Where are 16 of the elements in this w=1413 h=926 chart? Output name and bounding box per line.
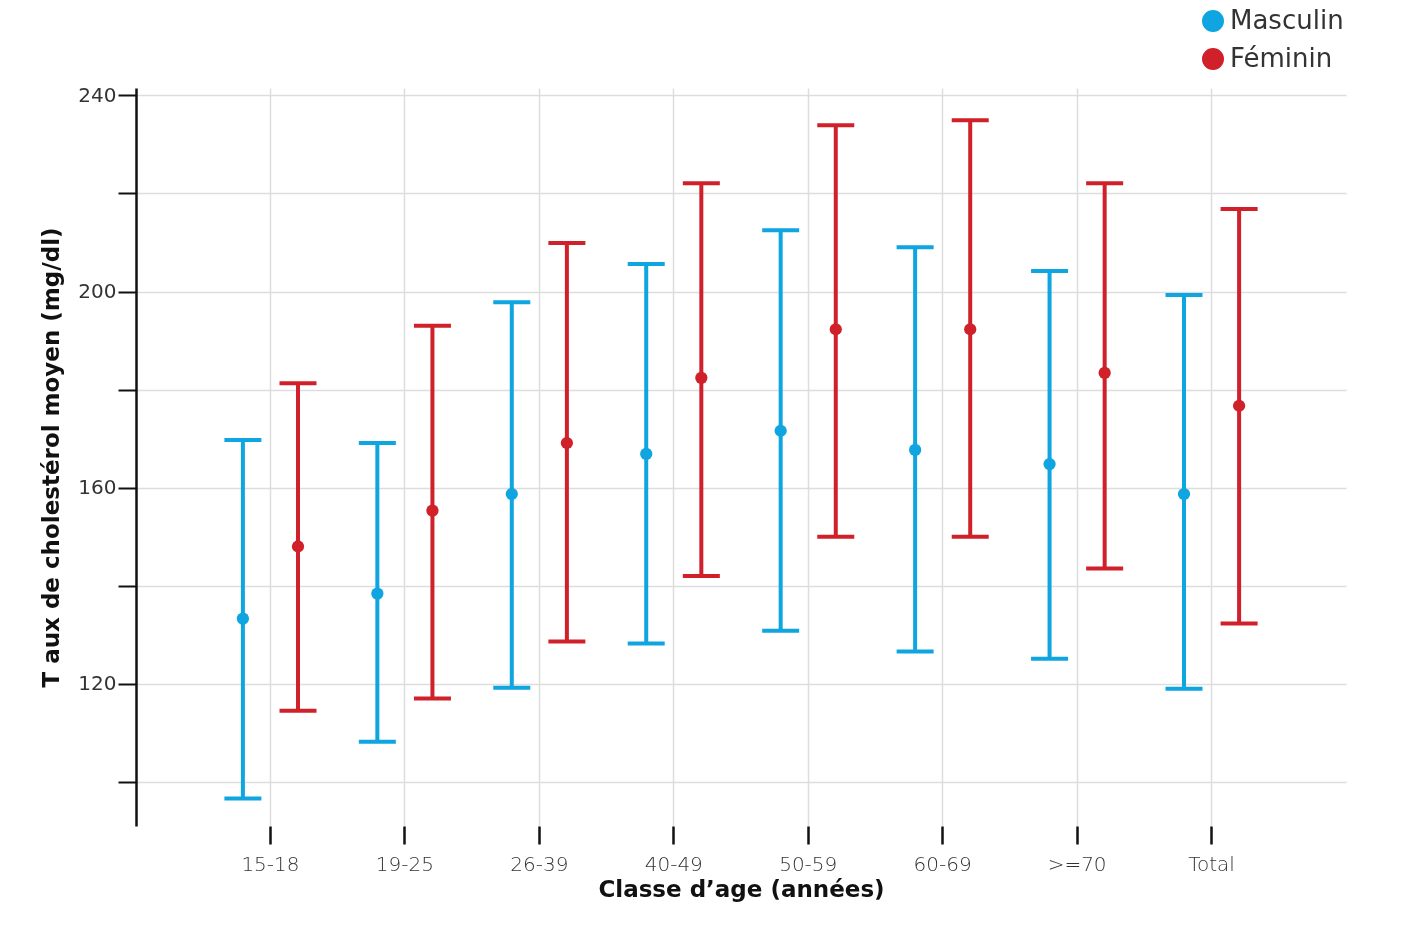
x-tick-label: 60-69 (913, 851, 972, 876)
y-tick-label: 160 (78, 475, 117, 500)
x-tick-label: 26-39 (510, 851, 569, 876)
y-tick-label: 200 (78, 279, 117, 303)
x-tick-label: 40-49 (644, 851, 703, 876)
x-axis-title: Classe d’age (années) (598, 875, 885, 902)
legend-label: Masculin (1230, 5, 1344, 35)
legend-label: Féminin (1230, 43, 1333, 73)
y-tick-label: 240 (78, 82, 117, 107)
x-tick-label: 15-18 (241, 851, 300, 876)
x-tick-label: 50-59 (779, 851, 838, 876)
y-tick-label: 120 (78, 671, 117, 696)
y-axis-title: T aux de cholestérol moyen (mg/dl) (38, 227, 65, 688)
x-tick-label: Total (1188, 851, 1235, 876)
x-tick-label: >=70 (1047, 851, 1107, 876)
x-tick-label: 19-25 (375, 851, 434, 876)
